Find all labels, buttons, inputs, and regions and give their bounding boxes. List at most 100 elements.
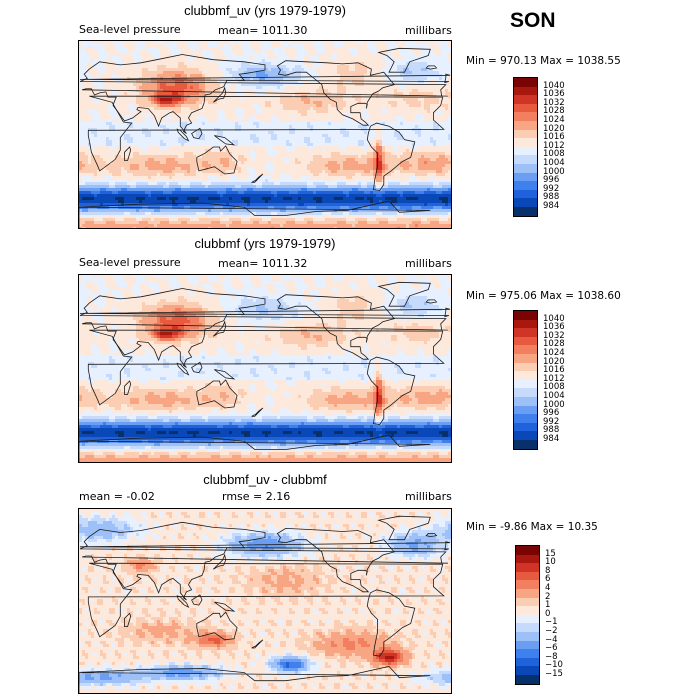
field-cell xyxy=(88,107,92,111)
field-cell xyxy=(370,59,374,63)
field-cell xyxy=(208,149,212,153)
field-cell xyxy=(298,56,302,60)
field-cell xyxy=(214,53,218,57)
field-cell xyxy=(157,110,161,114)
field-cell xyxy=(265,134,269,138)
field-cell xyxy=(343,143,347,147)
field-cell xyxy=(385,83,389,87)
field-cell xyxy=(418,89,422,93)
field-cell xyxy=(118,104,122,108)
field-cell xyxy=(397,62,401,66)
field-cell xyxy=(211,62,215,66)
field-cell xyxy=(349,146,353,150)
field-cell xyxy=(298,116,302,120)
field-cell xyxy=(100,59,104,63)
field-cell xyxy=(376,41,380,45)
field-cell xyxy=(133,56,137,60)
field-cell xyxy=(418,41,422,45)
field-cell xyxy=(166,116,170,120)
field-cell xyxy=(364,59,368,63)
field-cell xyxy=(259,113,263,117)
field-cell xyxy=(103,119,107,123)
field-cell xyxy=(226,56,230,60)
field-cell xyxy=(292,110,296,114)
field-cell xyxy=(289,122,293,126)
field-cell xyxy=(241,122,245,126)
field-cell xyxy=(259,119,263,123)
field-cell xyxy=(82,59,86,63)
field-cell xyxy=(337,155,341,159)
field-cell xyxy=(190,155,194,159)
field-cell xyxy=(367,146,371,150)
field-cell xyxy=(406,86,410,90)
field-cell xyxy=(439,116,443,120)
field-cell xyxy=(148,161,152,165)
field-cell xyxy=(82,113,86,117)
field-cell xyxy=(133,161,137,165)
field-cell xyxy=(232,77,236,81)
field-cell xyxy=(190,110,194,114)
field-cell xyxy=(256,41,260,45)
field-cell xyxy=(238,44,242,48)
field-cell xyxy=(391,110,395,114)
field-cell xyxy=(211,68,215,72)
field-cell xyxy=(448,122,451,126)
field-cell xyxy=(394,122,398,126)
field-cell xyxy=(94,113,98,117)
field-cell xyxy=(79,149,83,153)
field-cell xyxy=(250,155,254,159)
field-cell xyxy=(352,125,356,129)
field-cell xyxy=(307,140,311,144)
field-cell xyxy=(127,134,131,138)
field-cell xyxy=(376,92,380,96)
field-cell xyxy=(136,92,140,96)
field-cell xyxy=(424,125,428,129)
field-cell xyxy=(298,113,302,117)
field-cell xyxy=(415,98,419,102)
field-cell xyxy=(319,116,323,120)
field-cell xyxy=(394,68,398,72)
field-cell xyxy=(160,56,164,60)
field-cell xyxy=(160,158,164,162)
field-cell xyxy=(139,98,143,102)
field-cell xyxy=(91,116,95,120)
field-cell xyxy=(163,131,167,135)
field-cell xyxy=(130,98,134,102)
field-cell xyxy=(172,74,176,78)
field-cell xyxy=(400,68,404,72)
field-cell xyxy=(127,137,131,141)
field-cell xyxy=(253,59,257,63)
field-cell xyxy=(397,77,401,81)
field-cell xyxy=(124,113,128,117)
field-cell xyxy=(331,137,335,141)
field-cell xyxy=(448,89,451,93)
field-cell xyxy=(142,143,146,147)
field-cell xyxy=(217,116,221,120)
field-cell xyxy=(346,146,350,150)
field-cell xyxy=(235,68,239,72)
field-cell xyxy=(445,56,449,60)
field-cell xyxy=(400,155,404,159)
field-cell xyxy=(268,65,272,69)
field-cell xyxy=(121,74,125,78)
field-cell xyxy=(151,98,155,102)
field-cell xyxy=(139,119,143,123)
field-cell xyxy=(199,149,203,153)
field-cell xyxy=(247,62,251,66)
field-cell xyxy=(331,104,335,108)
field-cell xyxy=(322,98,326,102)
field-cell xyxy=(259,107,263,111)
field-cell xyxy=(109,152,113,156)
field-cell xyxy=(121,134,125,138)
field-cell xyxy=(316,77,320,81)
field-cell xyxy=(127,149,131,153)
field-cell xyxy=(163,80,167,84)
field-cell xyxy=(235,113,239,117)
field-cell xyxy=(358,119,362,123)
field-cell xyxy=(208,68,212,72)
field-cell xyxy=(421,122,425,126)
field-cell xyxy=(436,50,440,54)
field-cell xyxy=(262,158,266,162)
field-cell xyxy=(85,122,89,126)
field-cell xyxy=(346,71,350,75)
